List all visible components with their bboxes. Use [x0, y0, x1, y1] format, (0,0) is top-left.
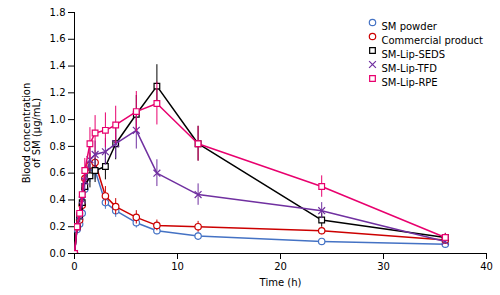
svg-text:SM-Lip-SEDS: SM-Lip-SEDS [382, 49, 446, 60]
svg-text:1.2: 1.2 [50, 87, 66, 98]
svg-text:0.2: 0.2 [50, 221, 66, 232]
svg-text:1.8: 1.8 [50, 7, 66, 18]
svg-text:1.6: 1.6 [50, 33, 66, 44]
svg-text:0.4: 0.4 [50, 194, 66, 205]
svg-text:0.8: 0.8 [50, 141, 66, 152]
svg-text:30: 30 [377, 261, 390, 272]
svg-text:20: 20 [274, 261, 287, 272]
svg-text:1.4: 1.4 [50, 60, 66, 71]
svg-text:Commercial product: Commercial product [382, 35, 484, 46]
svg-text:0.0: 0.0 [50, 248, 66, 259]
svg-text:1.0: 1.0 [50, 114, 66, 125]
svg-text:40: 40 [480, 261, 493, 272]
svg-text:SM powder: SM powder [382, 21, 438, 32]
svg-text:0.6: 0.6 [50, 167, 66, 178]
svg-text:0: 0 [71, 261, 77, 272]
svg-text:Time (h): Time (h) [259, 277, 302, 288]
svg-text:SM-Lip-TFD: SM-Lip-TFD [382, 63, 438, 74]
svg-text:SM-Lip-RPE: SM-Lip-RPE [382, 77, 438, 88]
svg-text:10: 10 [171, 261, 184, 272]
svg-text:Blood concentrationof SM (μg/m: Blood concentrationof SM (μg/mL) [21, 83, 42, 184]
